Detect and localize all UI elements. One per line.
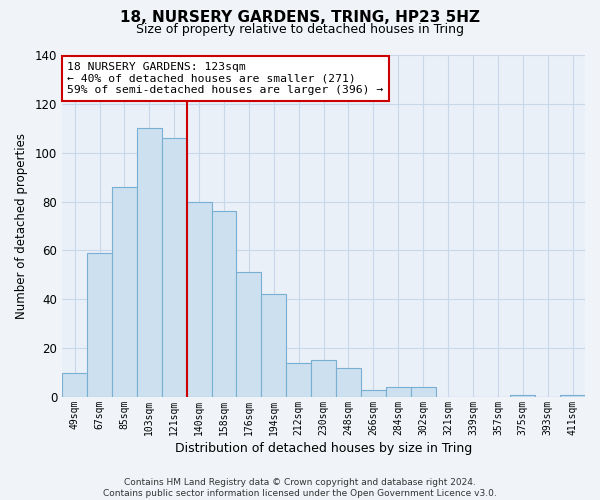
- Bar: [336, 368, 361, 397]
- Bar: [262, 294, 286, 397]
- Bar: [162, 138, 187, 397]
- Text: Contains HM Land Registry data © Crown copyright and database right 2024.
Contai: Contains HM Land Registry data © Crown c…: [103, 478, 497, 498]
- Bar: [212, 212, 236, 397]
- Bar: [236, 272, 262, 397]
- Bar: [112, 187, 137, 397]
- Bar: [361, 390, 386, 397]
- Text: Size of property relative to detached houses in Tring: Size of property relative to detached ho…: [136, 22, 464, 36]
- Y-axis label: Number of detached properties: Number of detached properties: [15, 133, 28, 319]
- Bar: [87, 253, 112, 397]
- Bar: [311, 360, 336, 397]
- Bar: [137, 128, 162, 397]
- Text: 18, NURSERY GARDENS, TRING, HP23 5HZ: 18, NURSERY GARDENS, TRING, HP23 5HZ: [120, 10, 480, 25]
- Bar: [511, 394, 535, 397]
- Bar: [411, 388, 436, 397]
- Text: 18 NURSERY GARDENS: 123sqm
← 40% of detached houses are smaller (271)
59% of sem: 18 NURSERY GARDENS: 123sqm ← 40% of deta…: [67, 62, 383, 95]
- Bar: [386, 388, 411, 397]
- Bar: [560, 394, 585, 397]
- Bar: [62, 372, 87, 397]
- Bar: [187, 202, 212, 397]
- Bar: [286, 363, 311, 397]
- X-axis label: Distribution of detached houses by size in Tring: Distribution of detached houses by size …: [175, 442, 472, 455]
